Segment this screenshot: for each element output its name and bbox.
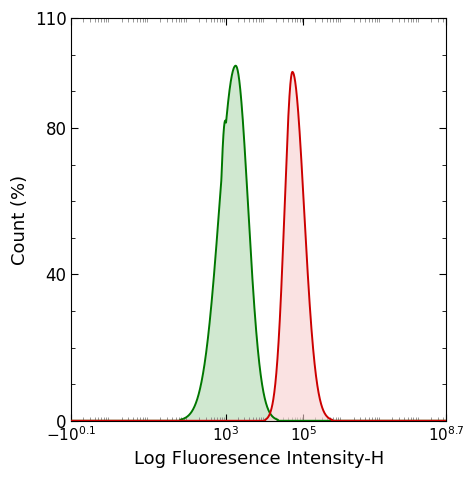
Y-axis label: Count (%): Count (%): [11, 174, 29, 264]
X-axis label: Log Fluoresence Intensity-H: Log Fluoresence Intensity-H: [134, 450, 384, 468]
